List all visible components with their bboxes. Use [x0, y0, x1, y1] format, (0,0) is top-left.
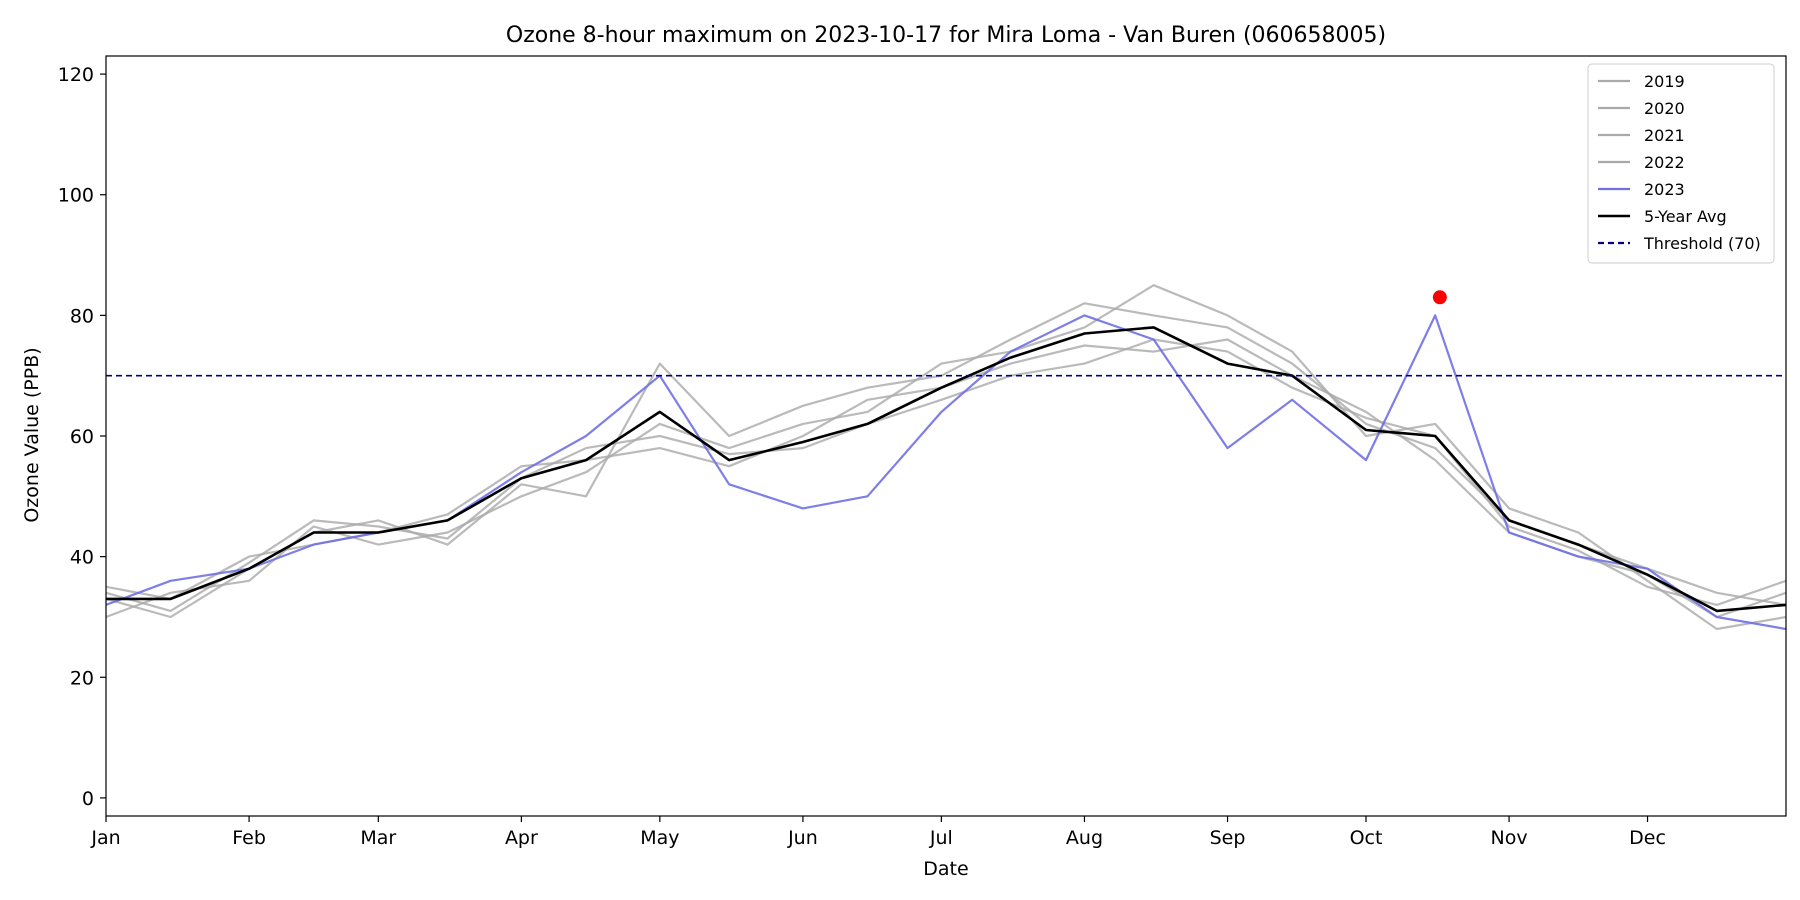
y-tick-label: 80 [70, 305, 94, 327]
x-tick-label: Feb [232, 827, 266, 849]
y-tick-label: 40 [70, 547, 94, 569]
legend-label: 2022 [1644, 153, 1685, 172]
y-tick-label: 60 [70, 426, 94, 448]
y-tick-label: 120 [58, 64, 94, 86]
series-line-2022 [106, 338, 1786, 613]
chart-title: Ozone 8-hour maximum on 2023-10-17 for M… [506, 23, 1386, 48]
x-tick-label: Nov [1491, 827, 1528, 849]
x-tick-label: Apr [505, 827, 538, 849]
y-axis-ticks: 0 20 40 60 80 100 120 [58, 64, 106, 810]
plot-area [105, 55, 1787, 817]
y-tick-label: 20 [70, 667, 94, 689]
axes-frame [105, 55, 1787, 817]
x-axis-ticks: Jan Feb Mar Apr May Jun Jul Aug Sep Oct Nov Dec [90, 816, 1666, 849]
y-tick-label: 0 [82, 788, 94, 810]
legend-label: Threshold (70) [1643, 234, 1761, 253]
series-line-2020 [106, 338, 1786, 619]
legend-label: 2021 [1644, 126, 1685, 145]
y-axis-label: Ozone Value (PPB) [21, 347, 43, 522]
legend-box [1587, 63, 1775, 264]
x-tick-label: Aug [1066, 827, 1103, 849]
legend-label: 2020 [1644, 99, 1685, 118]
series-line-2021 [106, 284, 1786, 631]
x-tick-label: Jul [929, 827, 953, 849]
x-tick-label: May [640, 827, 679, 849]
highlight-point [1432, 290, 1447, 305]
x-tick-label: Dec [1629, 827, 1666, 849]
y-tick-label: 100 [58, 185, 94, 207]
x-tick-label: Oct [1350, 827, 1383, 849]
x-axis-label: Date [923, 858, 968, 880]
legend-label: 2019 [1644, 72, 1685, 91]
x-tick-label: Jun [787, 827, 818, 849]
x-tick-label: Mar [360, 827, 396, 849]
legend: 2019 2020 2021 2022 2023 5-Year Avg Threshold … [1587, 63, 1775, 264]
x-tick-label: Jan [90, 827, 120, 849]
highlight-layer [1432, 290, 1447, 305]
series-lines [106, 284, 1786, 631]
series-line-5-year-avg [106, 326, 1786, 613]
x-tick-label: Sep [1210, 827, 1246, 849]
legend-label: 2023 [1644, 180, 1685, 199]
legend-label: 5-Year Avg [1644, 207, 1727, 226]
series-line-2019 [106, 302, 1786, 619]
